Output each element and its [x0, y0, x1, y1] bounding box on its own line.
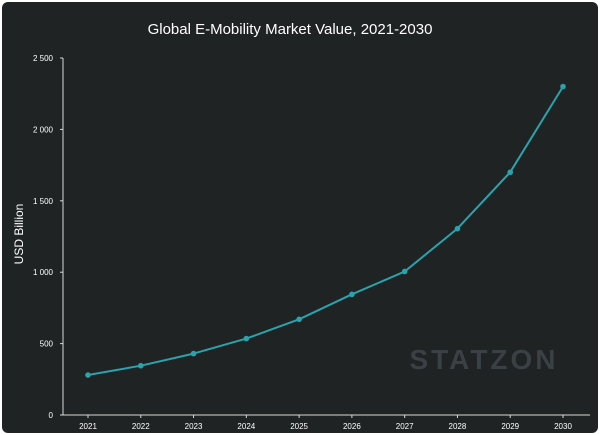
watermark: STATZON: [409, 344, 558, 375]
data-point: [296, 316, 302, 323]
y-tick-label: 2 000: [33, 125, 54, 134]
y-tick-label: 2 500: [33, 54, 54, 63]
data-point: [560, 83, 566, 90]
data-point: [137, 362, 144, 369]
x-tick-label: 2026: [343, 422, 361, 431]
data-point: [454, 225, 461, 232]
data-point: [349, 291, 355, 298]
y-tick-label: 1 000: [33, 268, 54, 277]
data-point: [85, 372, 91, 378]
y-axis-label: USD Billion: [12, 204, 26, 265]
y-tick-label: 1 500: [33, 197, 54, 206]
data-point: [401, 268, 408, 275]
x-tick-label: 2021: [79, 422, 97, 431]
x-tick-label: 2025: [290, 422, 308, 431]
chart-title: Global E-Mobility Market Value, 2021-203…: [148, 21, 433, 38]
x-tick-label: 2028: [449, 422, 467, 431]
x-tick-label: 2030: [554, 422, 572, 431]
x-tick-label: 2024: [237, 422, 255, 431]
data-point: [190, 350, 197, 357]
y-tick-label: 500: [40, 340, 54, 349]
x-tick-label: 2027: [396, 422, 414, 431]
data-point: [243, 335, 250, 342]
y-tick-label: 0: [49, 411, 54, 420]
series-line: [87, 86, 564, 376]
x-tick-label: 2023: [185, 422, 203, 431]
data-point: [507, 169, 514, 176]
x-tick-label: 2022: [132, 422, 150, 431]
x-tick-label: 2029: [501, 422, 519, 431]
